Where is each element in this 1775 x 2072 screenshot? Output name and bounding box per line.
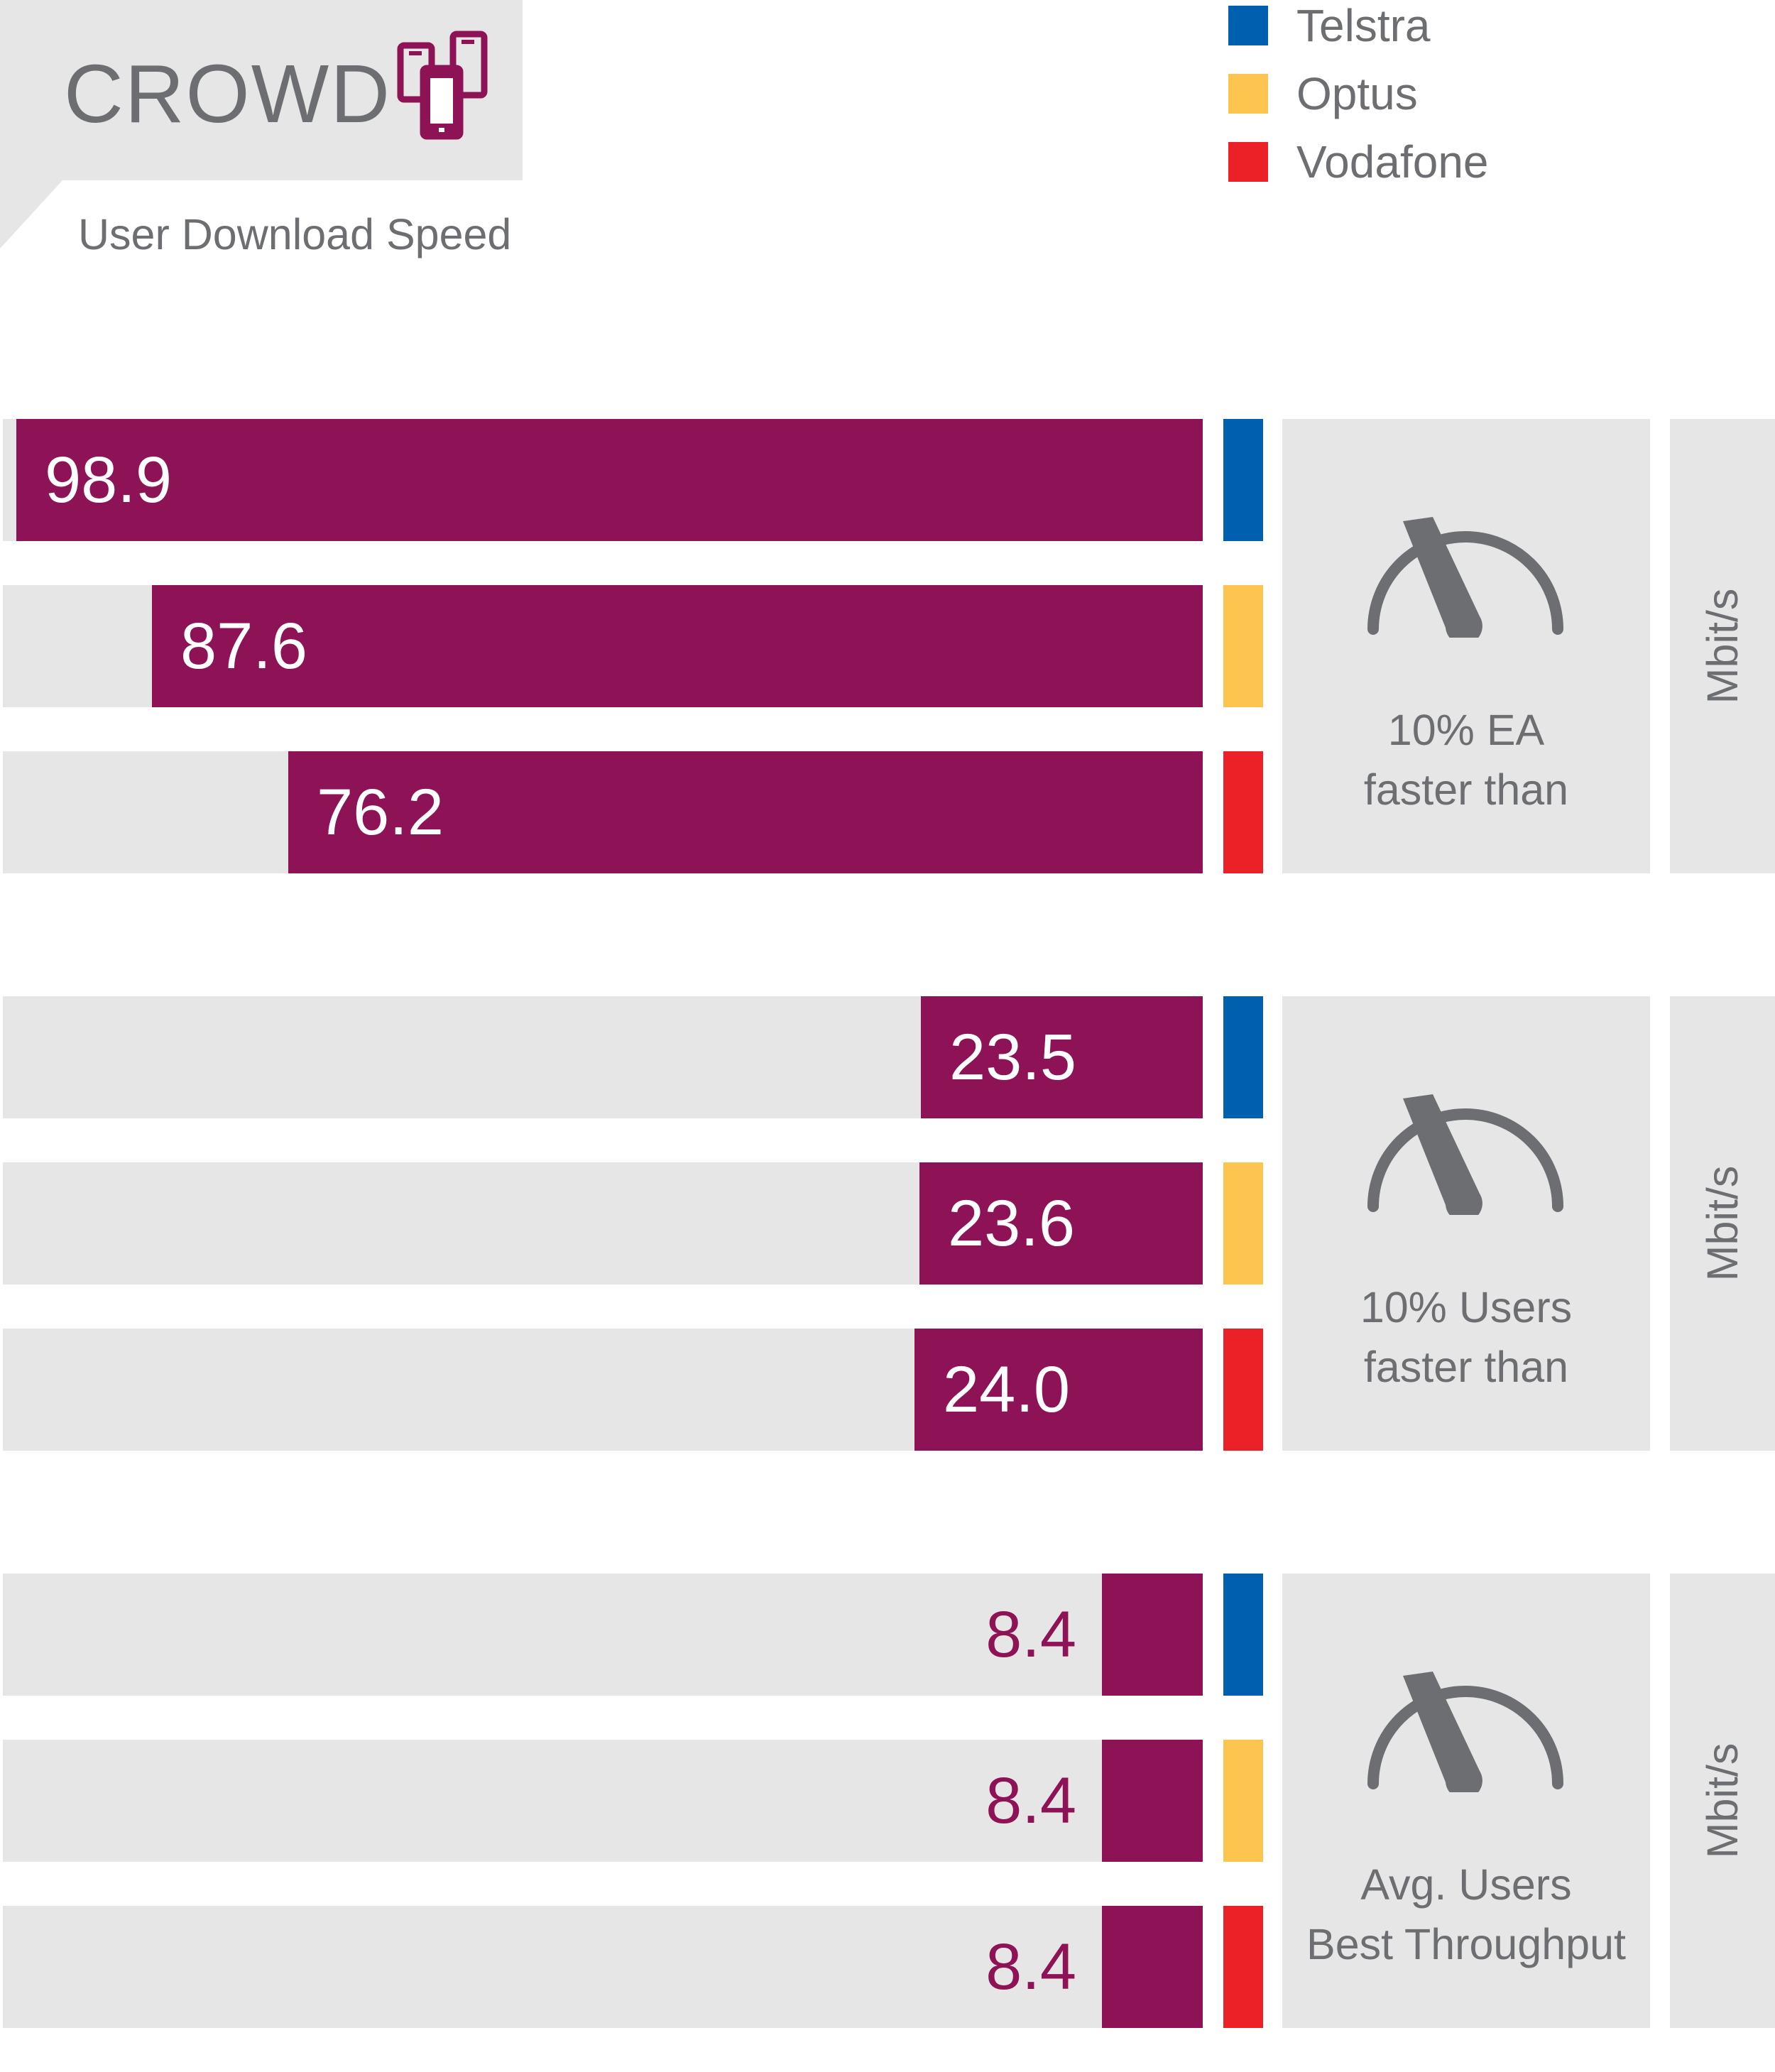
header-title: CROWD [64,48,392,140]
data-label: 98.9 [45,444,173,516]
bar-track: 23.5 [3,996,1203,1118]
speedometer-icon [1367,517,1563,638]
operator-swatch-vodafone [1223,751,1263,873]
mobile-phones-icon [397,31,488,140]
operator-swatch-vodafone [1223,1329,1263,1451]
operator-swatch-optus [1223,1740,1263,1862]
operator-swatch-optus [1223,1162,1263,1285]
unit-label: Mbit/s [1698,588,1747,704]
data-bar [1102,1740,1203,1862]
unit-panel: Mbit/s [1670,996,1775,1451]
bar-track: 87.6 [3,585,1203,707]
data-label: 76.2 [317,776,444,849]
bar-track: 98.9 [3,419,1203,541]
legend-label: Optus [1296,68,1418,119]
operator-swatch-optus [1223,585,1263,707]
legend-label: Vodafone [1296,136,1489,187]
legend-label: Telstra [1296,0,1431,51]
legend-swatch [1228,6,1268,45]
header-tail [0,180,62,249]
operator-swatch-telstra [1223,1574,1263,1696]
data-bar [921,996,1203,1118]
metric-panel: Avg. Users Best Throughput [1282,1574,1650,2028]
metric-panel: 10% EA faster than [1282,419,1650,873]
unit-panel: Mbit/s [1670,1574,1775,2028]
bar-track: 8.4 [3,1740,1203,1862]
data-bar [1102,1574,1203,1696]
data-label: 23.5 [949,1021,1077,1094]
legend-swatch [1228,74,1268,114]
bar-track: 76.2 [3,751,1203,873]
data-bar [152,585,1203,707]
operator-swatch-vodafone [1223,1906,1263,2028]
data-label: 8.4 [985,1598,1076,1671]
unit-label: Mbit/s [1698,1165,1747,1282]
speedometer-icon [1367,1094,1563,1215]
data-bar [288,751,1203,873]
data-label: 8.4 [985,1765,1076,1837]
speedometer-icon [1367,1672,1563,1792]
legend-swatch [1228,142,1268,182]
operator-swatch-telstra [1223,419,1263,541]
metric-label: Avg. Users Best Throughput [1306,1860,1626,1968]
header-subtitle: User Download Speed [78,210,512,258]
bar-track: 23.6 [3,1162,1203,1285]
data-label: 8.4 [985,1931,1076,2003]
metric-label: 10% EA faster than [1363,706,1569,814]
data-label: 24.0 [943,1353,1071,1426]
metric-label: 10% Users faster than [1360,1283,1573,1391]
unit-label: Mbit/s [1698,1743,1747,1859]
data-label: 23.6 [948,1187,1076,1260]
metric-panel: 10% Users faster than [1282,996,1650,1451]
bar-track: 24.0 [3,1329,1203,1451]
bar-track: 8.4 [3,1574,1203,1696]
data-label: 87.6 [180,610,308,682]
unit-panel: Mbit/s [1670,419,1775,873]
data-bar [1102,1906,1203,2028]
data-bar [16,419,1203,541]
operator-swatch-telstra [1223,996,1263,1118]
bar-track: 8.4 [3,1906,1203,2028]
data-bar [914,1329,1203,1451]
data-bar [919,1162,1203,1285]
